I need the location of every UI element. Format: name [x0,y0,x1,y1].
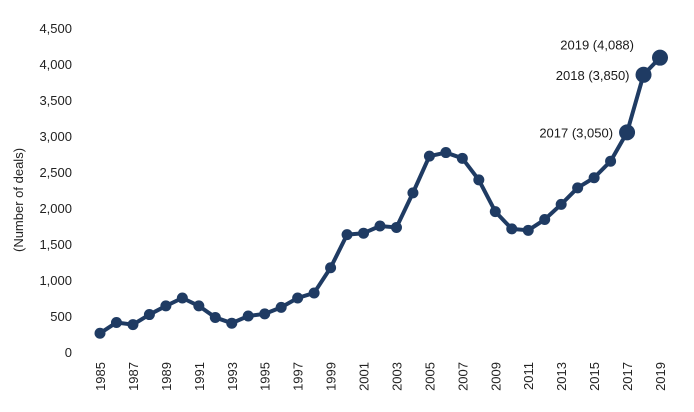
x-tick-label: 1987 [126,362,141,391]
plot-area [94,49,668,339]
data-point [423,150,435,162]
y-tick-label: 4,000 [39,57,72,72]
data-point [605,155,617,167]
data-point [110,316,122,328]
data-point [226,317,238,329]
data-point [209,311,221,323]
x-tick-label: 1989 [159,362,174,391]
data-point [127,319,139,331]
data-point [619,124,636,141]
x-tick-label: 1993 [225,362,240,391]
x-tick-label: 2013 [554,362,569,391]
data-point [407,187,419,199]
x-tick-label: 2017 [620,362,635,391]
data-point [325,262,337,274]
x-tick-label: 1995 [258,362,273,391]
data-point [193,300,205,312]
y-tick-label: 2,000 [39,201,72,216]
data-point [456,152,468,164]
data-point [292,292,304,304]
data-point [555,198,567,210]
data-point [390,221,402,233]
data-point [522,224,534,236]
x-tick-label: 2007 [455,362,470,391]
data-point [473,174,485,186]
x-tick-label: 1991 [192,362,207,391]
x-tick-label: 1985 [93,362,108,391]
data-point [160,300,172,312]
data-point [440,147,452,159]
data-point [94,327,106,339]
annotations: 2017 (3,050) 2018 (3,850) 2019 (4,088) [539,38,634,141]
data-point [374,220,386,232]
data-point [143,309,155,321]
x-tick-labels: 1985 1987 1989 1991 1993 1995 1997 1999 2001 2003… [93,362,668,391]
data-label: 2017 (3,050) [539,125,613,140]
x-tick-label: 1999 [324,362,339,391]
y-tick-labels: 0 500 1,000 1,500 2,000 2,500 3,000 3,500 4,000 4… [39,21,72,360]
y-tick-label: 3,500 [39,93,72,108]
data-point [539,214,551,226]
data-point [572,182,584,194]
data-point [588,172,600,184]
data-point [308,287,320,299]
x-tick-label: 2009 [488,362,503,391]
x-tick-label: 2019 [653,362,668,391]
series-line [98,55,662,336]
data-point [506,223,518,235]
y-tick-label: 500 [50,309,72,324]
y-tick-label: 4,500 [39,21,72,36]
y-tick-label: 0 [65,345,72,360]
data-point [242,310,254,322]
x-tick-label: 1997 [291,362,306,391]
data-label: 2019 (4,088) [560,38,634,53]
y-axis-label: (Number of deals) [11,148,26,252]
x-tick-label: 2015 [587,362,602,391]
y-tick-label: 3,000 [39,129,72,144]
data-label: 2018 (3,850) [556,68,630,83]
data-point [635,66,652,83]
data-point [176,292,188,304]
data-point [489,206,501,218]
x-tick-label: 2003 [389,362,404,391]
data-point [358,227,370,239]
x-tick-label: 2011 [521,362,536,390]
x-tick-label: 2005 [422,362,437,391]
y-tick-label: 2,500 [39,165,72,180]
y-tick-label: 1,500 [39,237,72,252]
x-tick-label: 2001 [357,362,372,391]
data-point [259,308,271,320]
y-tick-label: 1,000 [39,273,72,288]
data-point [341,229,353,241]
data-point [652,49,668,66]
data-point [275,301,287,313]
